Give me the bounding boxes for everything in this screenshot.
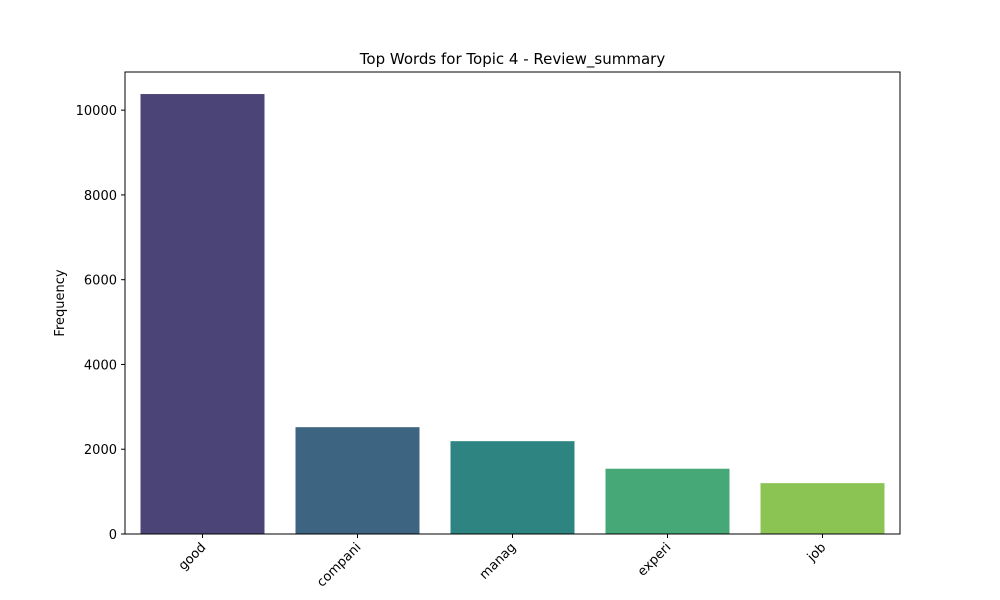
- x-tick-label: experi: [635, 540, 674, 579]
- bar-job: [760, 483, 885, 534]
- y-tick-label: 2000: [84, 443, 117, 458]
- bar-experi: [605, 468, 730, 534]
- bar-compani: [295, 427, 420, 534]
- x-tick-label: job: [804, 540, 829, 565]
- x-tick-label: manag: [477, 540, 519, 582]
- y-tick-label: 6000: [84, 274, 117, 289]
- bars-group: [140, 94, 885, 534]
- plot-frame: [124, 71, 901, 535]
- x-tick-label: good: [176, 540, 210, 574]
- bar-good: [140, 94, 265, 534]
- x-tick-label: compani: [314, 540, 364, 590]
- y-tick-label: 4000: [84, 358, 117, 373]
- bar-manag: [450, 441, 575, 534]
- chart-title: Top Words for Topic 4 - Review_summary: [359, 50, 666, 69]
- y-tick-label: 8000: [84, 189, 117, 204]
- y-axis-ticks: 0 2000 4000 6000 8000 10000: [76, 104, 125, 543]
- x-axis-ticks: good compani manag experi job: [176, 534, 829, 590]
- y-tick-label: 0: [109, 528, 117, 543]
- y-axis-label: Frequency: [53, 269, 68, 336]
- y-tick-label: 10000: [76, 104, 117, 119]
